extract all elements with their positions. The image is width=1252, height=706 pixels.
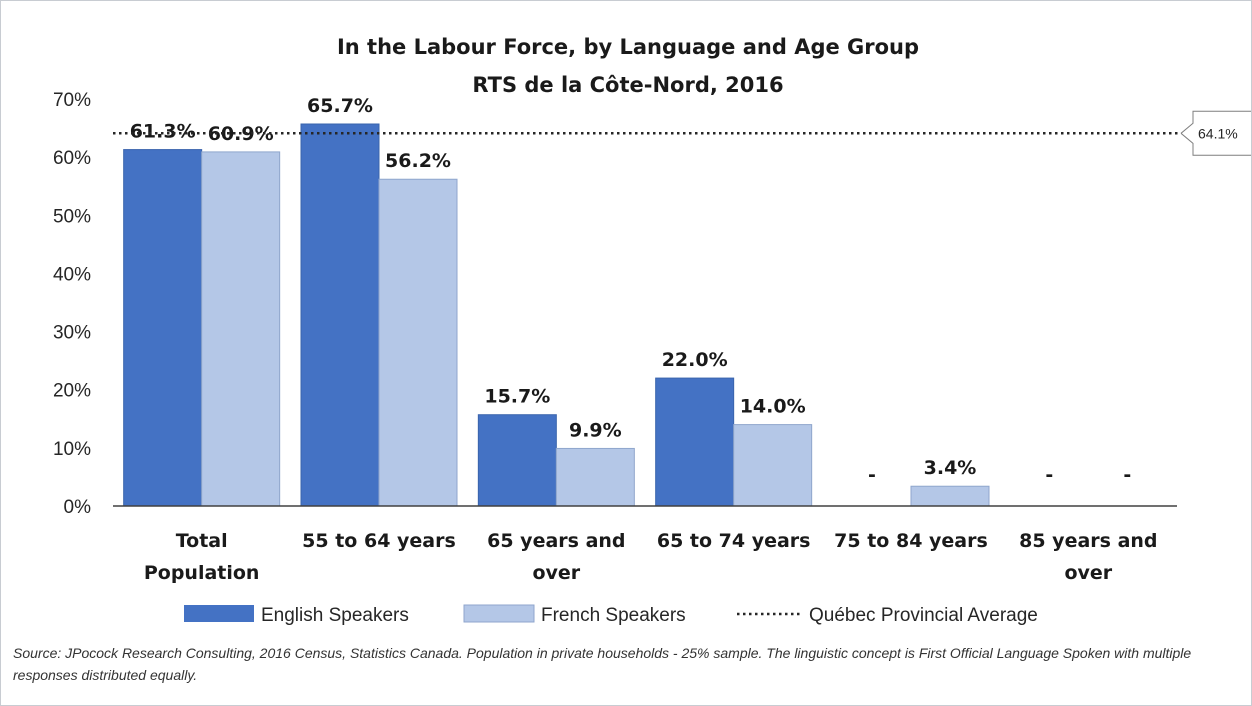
bar-french — [555, 447, 635, 507]
y-tick-label: 30% — [53, 323, 91, 344]
reference-line: 64.1% — [113, 110, 1251, 156]
y-tick-label: 70% — [53, 90, 91, 111]
legend-swatch-french — [463, 604, 535, 623]
legend: English Speakers French Speakers Québec Pr… — [184, 604, 1038, 626]
y-tick-label: 10% — [53, 439, 91, 460]
legend-label-french: French Speakers — [541, 605, 686, 626]
data-label-english: - — [868, 464, 876, 486]
bar-english — [300, 123, 380, 507]
bar-french — [910, 485, 990, 507]
x-tick-label: 65 years and — [487, 530, 625, 552]
data-label-french: 14.0% — [740, 396, 806, 418]
x-tick-label: 75 to 84 years — [834, 530, 988, 552]
chart-subtitle: RTS de la Côte-Nord, 2016 — [472, 73, 783, 97]
data-label-french: 3.4% — [924, 457, 977, 479]
legend-label-reference: Québec Provincial Average — [809, 605, 1038, 626]
x-tick-label: Population — [144, 562, 260, 584]
x-axis: Total Population 55 to 64 years 65 years an… — [113, 505, 1177, 584]
x-tick-label: over — [1064, 562, 1112, 584]
data-label-english: 15.7% — [484, 386, 550, 408]
data-label-english: 22.0% — [662, 349, 728, 371]
data-labels: 61.3% 60.9%65.7%56.2%15.7%9.9%22.0%14.0%-… — [130, 95, 1132, 486]
bar-french — [201, 151, 281, 507]
y-tick-label: 40% — [53, 264, 91, 285]
x-tick-label: 85 years and — [1019, 530, 1157, 552]
bar-group — [123, 123, 990, 507]
y-tick-label: 50% — [53, 206, 91, 227]
legend-swatch-english — [184, 605, 254, 622]
chart-canvas: In the Labour Force, by Language and Age… — [53, 35, 1251, 626]
bar-english — [477, 414, 557, 507]
bar-english — [123, 149, 203, 507]
data-label-french: 9.9% — [569, 419, 622, 441]
x-tick-label: 65 to 74 years — [657, 530, 811, 552]
reference-callout-box — [1180, 110, 1251, 156]
source-note: Source: JPocock Research Consulting, 201… — [13, 645, 1192, 683]
y-axis: 0% 10% 20% 30% 40% 50% 60% 70% — [53, 90, 91, 518]
data-label-english: - — [1045, 464, 1053, 486]
data-label-french: - — [1123, 464, 1131, 486]
bar-english — [655, 377, 735, 507]
y-tick-label: 60% — [53, 148, 91, 169]
y-tick-label: 20% — [53, 381, 91, 402]
data-label-english: 61.3% — [130, 121, 196, 143]
legend-label-english: English Speakers — [261, 605, 409, 626]
data-label-french: 56.2% — [385, 150, 451, 172]
chart-title: In the Labour Force, by Language and Age… — [337, 35, 919, 59]
y-tick-label: 0% — [64, 497, 92, 518]
bar-french — [378, 178, 458, 507]
reference-value-label: 64.1% — [1198, 125, 1238, 141]
x-tick-label: 55 to 64 years — [302, 530, 456, 552]
x-tick-label: Total — [176, 530, 228, 552]
data-label-english: 65.7% — [307, 95, 373, 117]
bar-french — [733, 424, 813, 507]
x-tick-label: over — [532, 562, 580, 584]
